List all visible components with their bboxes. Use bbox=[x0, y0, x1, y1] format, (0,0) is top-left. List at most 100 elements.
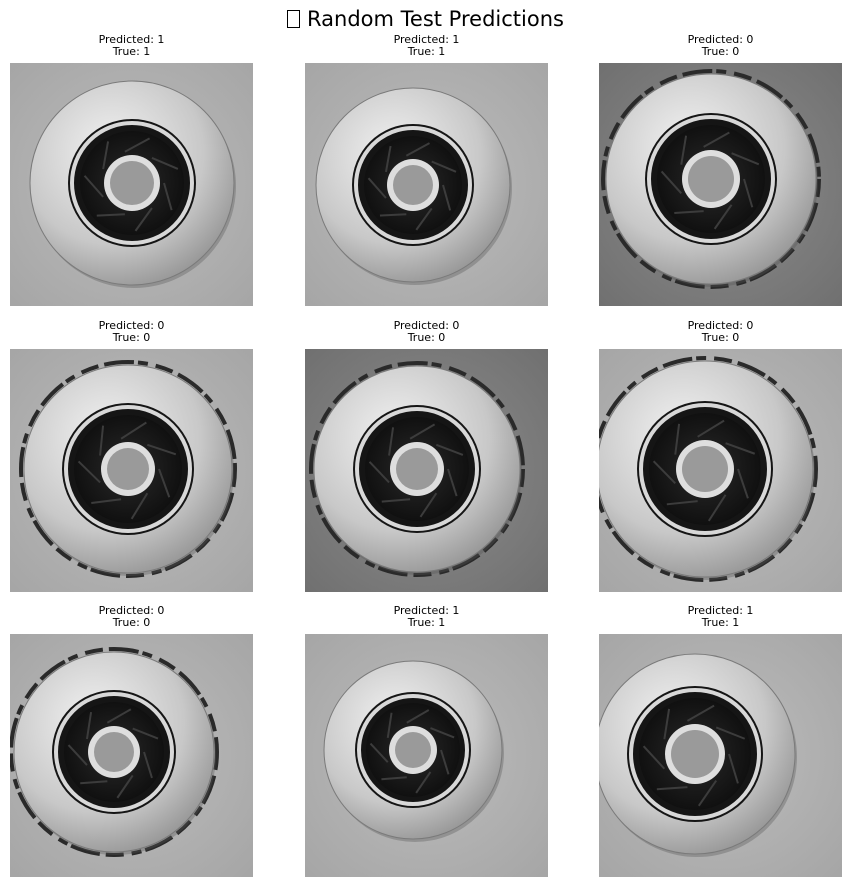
impeller-blade bbox=[663, 708, 671, 740]
impeller-blade bbox=[725, 442, 756, 455]
panel-caption: Predicted: 1 True: 1 bbox=[599, 605, 842, 629]
predicted-label: Predicted: 0 bbox=[98, 604, 165, 617]
impeller-blade bbox=[368, 461, 390, 484]
impeller-blade bbox=[435, 443, 464, 456]
impeller-blade bbox=[96, 213, 125, 217]
impeller-blade bbox=[409, 423, 436, 440]
prediction-panel: Predicted: 0 True: 0 bbox=[10, 605, 253, 877]
prediction-panel: Predicted: 0 True: 0 bbox=[599, 34, 842, 306]
prediction-panel: Predicted: 1 True: 1 bbox=[305, 34, 548, 306]
impeller-blade bbox=[660, 170, 683, 194]
inner-ring bbox=[629, 688, 761, 820]
hub-bore bbox=[688, 156, 734, 202]
impeller-blade bbox=[406, 709, 430, 724]
impeller-blade bbox=[703, 131, 730, 148]
impeller-blade bbox=[386, 712, 393, 739]
prediction-panel: Predicted: 1 True: 1 bbox=[599, 605, 842, 877]
panel-caption: Predicted: 0 True: 0 bbox=[10, 605, 253, 629]
impeller-blade bbox=[85, 711, 93, 740]
true-label: True: 0 bbox=[701, 45, 740, 58]
impeller-blade bbox=[91, 498, 122, 504]
impeller-blade bbox=[697, 419, 725, 438]
impeller-blade bbox=[151, 157, 179, 170]
impeller-blade bbox=[120, 421, 147, 440]
impeller-blade bbox=[405, 142, 430, 157]
impeller-blade bbox=[642, 745, 666, 770]
true-label: True: 0 bbox=[112, 616, 151, 629]
hub-bore bbox=[671, 730, 719, 778]
true-label: True: 0 bbox=[407, 331, 446, 344]
impeller-blade bbox=[384, 145, 392, 173]
impeller-blade bbox=[440, 749, 450, 775]
prediction-panel: Predicted: 0 True: 0 bbox=[305, 320, 548, 592]
impeller-blade bbox=[731, 152, 760, 166]
true-label: True: 1 bbox=[407, 616, 446, 629]
impeller-blade bbox=[652, 460, 676, 485]
impeller-blade bbox=[80, 780, 108, 785]
impeller-photo bbox=[599, 349, 842, 592]
hub-bore bbox=[395, 732, 431, 768]
impeller-blade bbox=[680, 135, 688, 165]
predicted-label: Predicted: 1 bbox=[687, 604, 754, 617]
impeller-photo bbox=[10, 634, 253, 877]
impeller-blade bbox=[674, 210, 704, 214]
impeller-blade bbox=[728, 753, 739, 784]
impeller-blade bbox=[106, 708, 132, 724]
impeller-blade bbox=[67, 744, 88, 766]
impeller-blade bbox=[163, 182, 173, 211]
impeller-blade bbox=[415, 771, 432, 794]
figure-title-text: Random Test Predictions bbox=[307, 7, 564, 31]
impeller-blade bbox=[130, 492, 149, 520]
impeller-blade bbox=[99, 425, 105, 456]
predicted-label: Predicted: 1 bbox=[393, 33, 460, 46]
panel-caption: Predicted: 0 True: 0 bbox=[305, 320, 548, 344]
impeller-blade bbox=[447, 468, 458, 497]
impeller-photo bbox=[10, 63, 253, 306]
inner-ring bbox=[357, 694, 469, 806]
impeller-blade bbox=[102, 141, 110, 170]
impeller-blade bbox=[367, 177, 387, 199]
impeller-blade bbox=[134, 207, 153, 232]
inner-ring bbox=[647, 115, 775, 243]
impeller-blade bbox=[143, 751, 153, 779]
prediction-panel: Predicted: 0 True: 0 bbox=[10, 320, 253, 592]
true-label: True: 0 bbox=[701, 331, 740, 344]
panel-caption: Predicted: 1 True: 1 bbox=[305, 605, 548, 629]
impeller-blade bbox=[697, 780, 718, 807]
casting-edge-defect bbox=[19, 360, 237, 578]
impeller-photo bbox=[305, 63, 548, 306]
hub-bore bbox=[396, 448, 438, 490]
predicted-label: Predicted: 0 bbox=[98, 319, 165, 332]
predicted-label: Predicted: 0 bbox=[687, 33, 754, 46]
impeller-blade bbox=[737, 468, 749, 499]
inner-ring bbox=[64, 405, 192, 533]
figure-title: Random Test Predictions bbox=[0, 5, 851, 33]
predicted-label: Predicted: 1 bbox=[98, 33, 165, 46]
impeller-blade bbox=[381, 776, 407, 781]
prediction-panel: Predicted: 1 True: 1 bbox=[305, 605, 548, 877]
impeller-photo bbox=[305, 349, 548, 592]
true-label: True: 1 bbox=[112, 45, 151, 58]
inner-ring bbox=[354, 126, 472, 244]
impeller-blade bbox=[419, 492, 438, 518]
casting-edge-defect bbox=[599, 356, 818, 582]
impeller-blade bbox=[430, 727, 455, 739]
inner-ring bbox=[639, 403, 771, 535]
hub-bore bbox=[393, 165, 433, 205]
casting-edge-defect bbox=[601, 69, 821, 289]
panel-caption: Predicted: 1 True: 1 bbox=[10, 34, 253, 58]
prediction-panel: Predicted: 1 True: 1 bbox=[10, 34, 253, 306]
impeller-blade bbox=[369, 742, 389, 763]
panel-caption: Predicted: 1 True: 1 bbox=[305, 34, 548, 58]
hub-bore bbox=[94, 732, 134, 772]
missing-glyph-icon bbox=[287, 10, 301, 28]
hub-bore bbox=[682, 446, 728, 492]
true-label: True: 1 bbox=[407, 45, 446, 58]
impeller-blade bbox=[388, 427, 395, 456]
impeller-blade bbox=[431, 160, 457, 173]
impeller-photo bbox=[599, 63, 842, 306]
impeller-blade bbox=[715, 726, 746, 740]
true-label: True: 1 bbox=[701, 616, 740, 629]
predicted-label: Predicted: 1 bbox=[393, 604, 460, 617]
impeller-blade bbox=[666, 500, 698, 506]
